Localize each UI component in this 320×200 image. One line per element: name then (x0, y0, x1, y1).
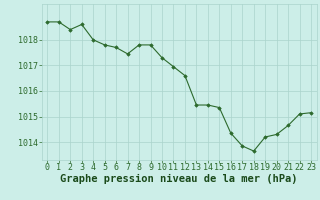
X-axis label: Graphe pression niveau de la mer (hPa): Graphe pression niveau de la mer (hPa) (60, 174, 298, 184)
